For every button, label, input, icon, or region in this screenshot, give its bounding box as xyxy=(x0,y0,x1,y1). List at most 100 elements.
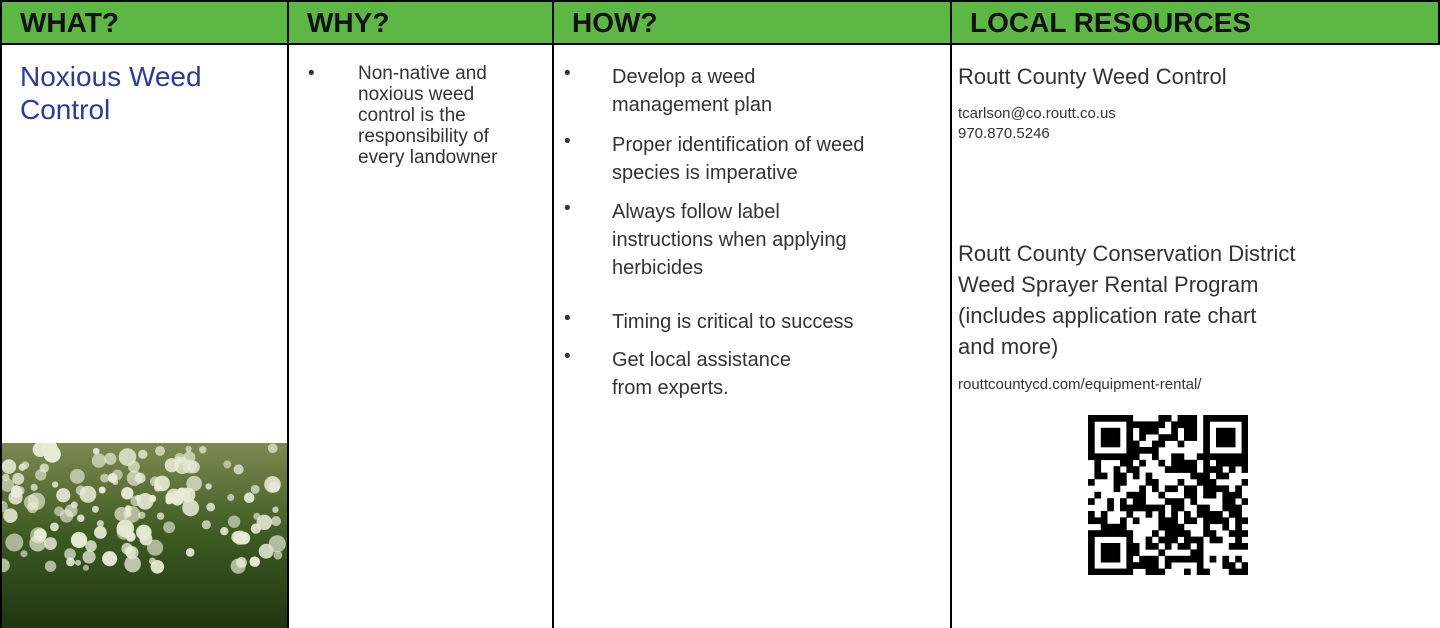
qr-module xyxy=(1222,555,1230,563)
flower xyxy=(100,473,110,483)
qr-module xyxy=(1228,434,1236,441)
qr-module xyxy=(1107,523,1114,531)
flower xyxy=(2,473,10,482)
qr-module xyxy=(1171,485,1178,493)
qr-module xyxy=(1152,562,1159,569)
border xyxy=(287,45,289,628)
qr-module xyxy=(1088,453,1095,461)
qr-module xyxy=(1100,440,1108,448)
flower xyxy=(121,487,134,500)
qr-module xyxy=(1203,568,1210,575)
qr-module xyxy=(1107,504,1114,512)
qr-module xyxy=(1088,536,1095,544)
flower xyxy=(59,509,74,523)
qr-module xyxy=(1158,421,1166,429)
qr-module xyxy=(1126,434,1134,441)
qr-module xyxy=(1196,555,1204,563)
qr-module xyxy=(1152,555,1159,563)
qr-module xyxy=(1100,434,1108,441)
qr-module xyxy=(1203,472,1210,480)
qr-module xyxy=(1120,504,1127,512)
qr-module xyxy=(1216,427,1223,435)
qr-module xyxy=(1184,491,1191,499)
flower xyxy=(124,546,136,558)
qr-module xyxy=(1113,466,1121,473)
qr-module xyxy=(1088,555,1095,563)
qr-module xyxy=(1158,434,1166,441)
qr-module xyxy=(1145,479,1153,486)
qr-module xyxy=(1113,415,1121,422)
qr-module xyxy=(1184,517,1191,525)
qr-module xyxy=(1209,485,1217,493)
qr-module xyxy=(1203,523,1210,531)
qr-module xyxy=(1100,415,1108,422)
qr-module xyxy=(1184,543,1191,550)
qr-module xyxy=(1126,536,1134,544)
qr-module xyxy=(1094,459,1102,467)
flower xyxy=(206,502,216,512)
flower xyxy=(51,481,59,488)
qr-module xyxy=(1241,421,1248,429)
qr-module xyxy=(1171,453,1178,461)
qr-module xyxy=(1241,440,1248,448)
bullet: • xyxy=(564,346,571,367)
qr-module xyxy=(1171,536,1178,544)
flower xyxy=(82,564,90,571)
qr-module xyxy=(1228,415,1236,422)
qr-module xyxy=(1241,530,1248,537)
flower xyxy=(250,484,260,494)
qr-module xyxy=(1088,447,1095,454)
qr-module xyxy=(1132,549,1140,557)
flower xyxy=(91,453,107,468)
qr-module xyxy=(1088,517,1095,525)
flower xyxy=(11,485,22,496)
qr-module xyxy=(1120,523,1127,531)
flower xyxy=(69,468,85,484)
qr-module xyxy=(1164,517,1172,525)
qr-module xyxy=(1216,485,1223,493)
flower xyxy=(5,533,24,552)
flower xyxy=(139,532,153,546)
qr-module xyxy=(1088,562,1095,569)
qr-module xyxy=(1158,517,1166,525)
qr-module xyxy=(1126,415,1134,422)
flower xyxy=(201,520,211,530)
qr-module xyxy=(1126,466,1134,473)
flower xyxy=(155,445,165,456)
qr-module xyxy=(1184,421,1191,429)
qr-module xyxy=(1190,498,1198,505)
qr-module xyxy=(1145,472,1153,480)
flower xyxy=(64,548,76,560)
qr-module xyxy=(1184,536,1191,544)
qr-module xyxy=(1209,415,1217,422)
qr-module xyxy=(1228,504,1236,512)
flower xyxy=(147,539,164,556)
bullet: • xyxy=(564,63,571,84)
qr-module xyxy=(1209,517,1217,525)
qr-module xyxy=(1190,459,1198,467)
qr-module xyxy=(1094,453,1102,461)
qr-module xyxy=(1222,498,1230,505)
qr-module xyxy=(1113,453,1121,461)
qr-module xyxy=(1184,485,1191,493)
flower xyxy=(205,483,212,490)
header-cell: WHAT? xyxy=(0,0,289,45)
qr-module xyxy=(1171,466,1178,473)
qr-module xyxy=(1235,504,1242,512)
flower xyxy=(148,557,157,565)
flower xyxy=(256,514,273,531)
header-cell: LOCAL RESOURCES xyxy=(950,0,1440,45)
qr-module xyxy=(1145,427,1153,435)
qr-module xyxy=(1209,453,1217,461)
flower xyxy=(82,550,96,564)
qr-module xyxy=(1190,549,1198,557)
qr-module xyxy=(1126,555,1134,563)
qr-module xyxy=(1145,511,1153,518)
qr-module xyxy=(1184,555,1191,563)
flower xyxy=(127,460,140,473)
qr-module xyxy=(1171,523,1178,531)
qr-module xyxy=(1164,498,1172,505)
qr-module xyxy=(1203,434,1210,441)
qr-module xyxy=(1228,440,1236,448)
qr-module xyxy=(1203,530,1210,537)
